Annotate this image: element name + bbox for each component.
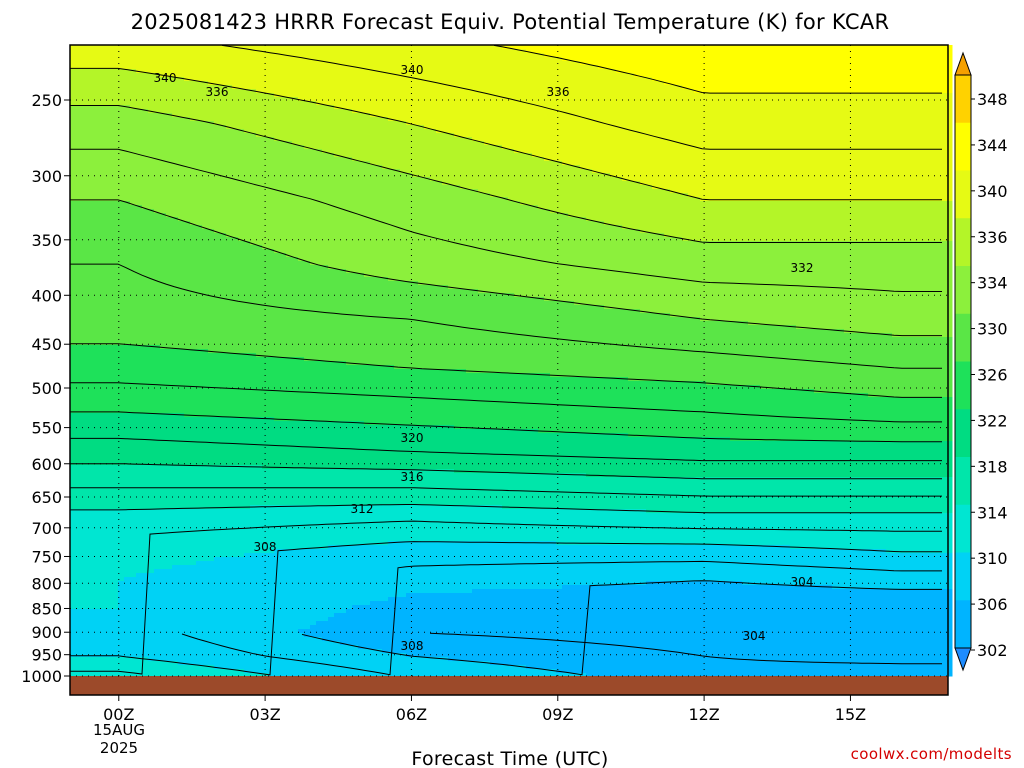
- colorbar-bin: [955, 552, 971, 601]
- colorbar-label: 302: [977, 641, 1008, 660]
- y-tick-label: 700: [31, 519, 62, 538]
- colorbar-bin: [955, 75, 971, 124]
- x-date-label-line1: 15AUG: [93, 721, 145, 739]
- x-tick-label: 09Z: [542, 705, 573, 724]
- contour-labels: 340 340 336 336 332 320 316 312 308 308 304 304: [154, 63, 814, 653]
- colorbar-label: 340: [977, 182, 1008, 201]
- contour-label: 336: [547, 85, 570, 99]
- y-tick-label: 600: [31, 455, 62, 474]
- colorbar-bin: [955, 170, 971, 219]
- y-tick-label: 550: [31, 419, 62, 438]
- colorbar-bin: [955, 504, 971, 553]
- contour-label: 332: [791, 261, 814, 275]
- colorbar-bin: [955, 600, 971, 649]
- contour-label: 336: [206, 85, 229, 99]
- ground-strip: [70, 676, 948, 695]
- y-axis: 250 300 350 400 450 500 550 600 650 700 750 800 850 9…: [21, 91, 70, 686]
- colorbar: 348 344 340 336 334 330 326 322 318 314 310 306 302: [954, 51, 1008, 672]
- contour-label: 308: [254, 540, 277, 554]
- contour-label: 304: [791, 575, 814, 589]
- y-tick-label: 950: [31, 646, 62, 665]
- x-tick-label: 15Z: [835, 705, 866, 724]
- contour-label: 304: [743, 629, 766, 643]
- colorbar-bin: [955, 122, 971, 171]
- y-tick-label: 450: [31, 335, 62, 354]
- y-tick-label: 850: [31, 599, 62, 618]
- colorbar-label: 330: [977, 320, 1008, 339]
- x-tick-label: 06Z: [396, 705, 427, 724]
- y-tick-label: 650: [31, 488, 62, 507]
- y-tick-label: 800: [31, 574, 62, 593]
- x-tick-label: 03Z: [249, 705, 280, 724]
- filled-contours: [70, 45, 953, 677]
- contour-label: 340: [401, 63, 424, 77]
- contour-label: 320: [401, 431, 424, 445]
- y-tick-label: 750: [31, 547, 62, 566]
- contour-label: 312: [351, 502, 374, 516]
- x-axis: 00Z 03Z 06Z 09Z 12Z 15Z: [103, 695, 866, 724]
- plot-border: [69, 44, 949, 696]
- y-tick-label: 250: [31, 91, 62, 110]
- x-axis-title: Forecast Time (UTC): [411, 748, 608, 768]
- colorbar-label: 336: [977, 228, 1008, 247]
- colorbar-label: 322: [977, 411, 1008, 430]
- x-tick-label: 00Z: [103, 705, 134, 724]
- colorbar-bin: [955, 409, 971, 458]
- colorbar-bin: [955, 266, 971, 315]
- y-tick-label: 1000: [21, 667, 62, 686]
- colorbar-label: 318: [977, 457, 1008, 476]
- chart-title: 2025081423 HRRR Forecast Equiv. Potentia…: [131, 10, 890, 34]
- x-tick-label: 12Z: [688, 705, 719, 724]
- y-tick-label: 350: [31, 231, 62, 250]
- y-tick-label: 300: [31, 167, 62, 186]
- colorbar-label: 334: [977, 274, 1008, 293]
- y-tick-label: 500: [31, 379, 62, 398]
- contour-label: 340: [154, 71, 177, 85]
- x-date-label-line2: 2025: [100, 739, 138, 757]
- colorbar-label: 344: [977, 136, 1008, 155]
- colorbar-label: 306: [977, 595, 1008, 614]
- contour-lines: [70, 44, 942, 676]
- colorbar-bottom-arrow: [954, 647, 972, 672]
- contour-label: 316: [401, 470, 424, 484]
- grid-lines: [70, 45, 948, 677]
- contour-label: 308: [401, 639, 424, 653]
- colorbar-label: 326: [977, 366, 1008, 385]
- colorbar-bin: [955, 313, 971, 362]
- colorbar-top-arrow: [954, 51, 972, 76]
- plot-area: 340 340 336 336 332 320 316 312 308 308 304 304: [69, 44, 953, 696]
- colorbar-label: 310: [977, 549, 1008, 568]
- colorbar-bin: [955, 457, 971, 506]
- colorbar-bin: [955, 218, 971, 267]
- y-tick-label: 900: [31, 623, 62, 642]
- colorbar-bin: [955, 361, 971, 410]
- colorbar-label: 314: [977, 503, 1008, 522]
- credit-text: coolwx.com/modelts: [851, 745, 1012, 763]
- colorbar-label: 348: [977, 90, 1008, 109]
- y-tick-label: 400: [31, 286, 62, 305]
